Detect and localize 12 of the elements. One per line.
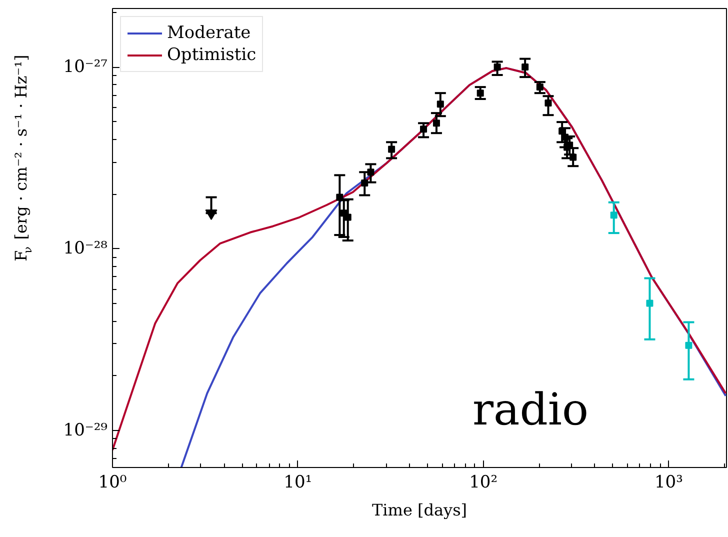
x-tick-label: 10² — [469, 472, 498, 492]
y-tick-label: 10⁻²⁹ — [63, 420, 108, 440]
legend-label: Optimistic — [167, 45, 256, 65]
y-tick-label: 10⁻²⁷ — [63, 57, 108, 78]
x-tick-label: 10¹ — [284, 472, 312, 492]
annotation: radio — [472, 384, 588, 436]
x-tick-label: 10³ — [654, 472, 683, 492]
y-axis-title: Fν [erg · cm⁻² · s⁻¹ · Hz⁻¹] — [12, 54, 34, 262]
x-tick-label: 10⁰ — [98, 472, 127, 492]
legend-label: Moderate — [167, 23, 251, 43]
x-axis-title: Time [days] — [372, 500, 468, 520]
y-tick-label: 10⁻²⁸ — [63, 238, 108, 259]
